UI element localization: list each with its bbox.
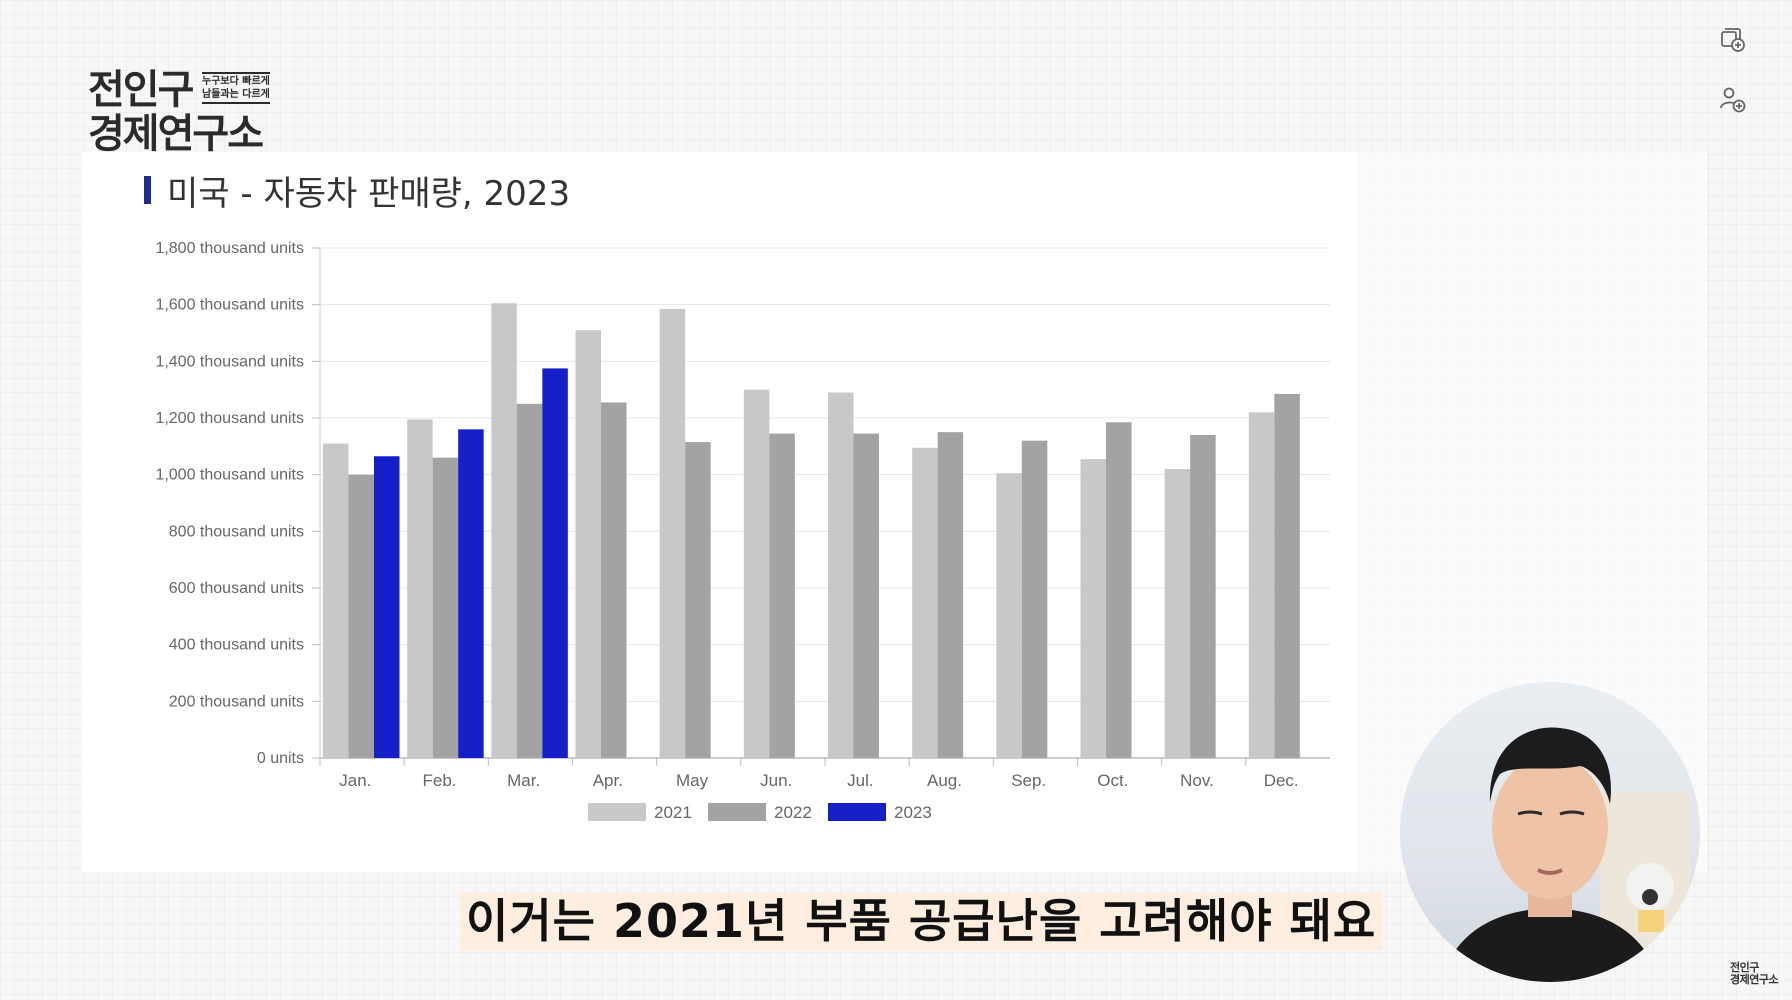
x-tick-label: Jul. — [847, 771, 873, 790]
slide-panel — [82, 152, 1357, 872]
logo-tag-line2: 남들과는 다르게 — [202, 89, 270, 100]
bar-2022-oct — [1106, 422, 1132, 758]
bar-2023-feb — [458, 429, 484, 758]
y-tick-label: 0 units — [257, 750, 304, 767]
bar-2022-mar — [516, 403, 543, 758]
legend-label-2023: 2023 — [894, 803, 932, 822]
bar-2021-oct — [1080, 459, 1106, 758]
logo-line1: 전인구 — [88, 67, 194, 113]
bar-2021-may — [659, 308, 686, 758]
bar-2021-apr — [575, 330, 601, 758]
bar-2022-may — [685, 442, 711, 758]
bar-2021-jun — [743, 389, 770, 758]
legend-swatch-2022 — [708, 803, 766, 821]
bar-2021-nov — [1164, 469, 1191, 758]
chart-svg: 0 units 200 thousand units 400 thousand un… — [155, 240, 1330, 822]
bar-2022-feb — [432, 457, 459, 758]
bars — [323, 303, 1300, 758]
title-accent-bar — [144, 176, 151, 204]
y-tick-label: 1,400 thousand units — [155, 353, 304, 370]
corner-logo-line1: 전인구 — [1730, 961, 1759, 974]
legend-swatch-2023 — [828, 803, 886, 821]
bar-2021-feb — [407, 419, 433, 758]
axes — [312, 247, 1247, 766]
legend-swatch-2021 — [588, 803, 646, 821]
grid-lines — [320, 247, 1330, 759]
add-to-playlist-icon[interactable] — [1717, 24, 1747, 54]
bar-2021-dec — [1248, 412, 1275, 758]
bar-2022-aug — [937, 432, 964, 758]
y-tick-label: 800 thousand units — [169, 523, 304, 540]
x-tick-label: Nov. — [1180, 771, 1214, 790]
legend-label-2021: 2021 — [654, 803, 692, 822]
bar-2022-dec — [1274, 393, 1300, 758]
x-tick-label: Jun. — [760, 771, 792, 790]
figurine-icon — [1626, 863, 1674, 911]
slide-title: 미국 - 자동차 판매량, 2023 — [144, 168, 571, 214]
add-person-icon[interactable] — [1717, 84, 1747, 114]
x-tick-label: Dec. — [1264, 771, 1299, 790]
bar-2021-jul — [828, 392, 854, 758]
y-tick-label: 200 thousand units — [169, 693, 304, 710]
y-tick-label: 1,000 thousand units — [155, 467, 304, 484]
legend-label-2022: 2022 — [774, 803, 812, 822]
y-tick-label: 600 thousand units — [169, 580, 304, 597]
bar-2022-nov — [1190, 435, 1216, 758]
video-subtitle: 이거는 2021년 부품 공급난을 고려해야 돼요 — [460, 892, 1383, 950]
x-tick-label: Jan. — [339, 771, 371, 790]
logo-tag-line1: 누구보다 빠르게 — [202, 76, 270, 87]
slide-title-text: 미국 - 자동차 판매량, 2023 — [167, 173, 571, 214]
presenter-shirt — [1440, 908, 1660, 982]
presenter-webcam — [1400, 682, 1700, 982]
corner-logo-line2: 경제연구소 — [1730, 973, 1779, 986]
legend: 2021 2022 2023 — [588, 803, 932, 822]
bar-chart: 0 units 200 thousand units 400 thousand un… — [130, 228, 1360, 878]
y-tick-label: 1,800 thousand units — [155, 240, 304, 257]
corner-watermark-logo: 전인구 경제연구소 — [1730, 961, 1779, 986]
x-tick-label: Aug. — [927, 771, 962, 790]
bar-2022-sep — [1021, 440, 1048, 758]
bar-2021-sep — [996, 473, 1022, 758]
x-tick-label: Oct. — [1097, 771, 1128, 790]
presenter-face — [1492, 755, 1608, 899]
bar-2022-jul — [853, 433, 879, 758]
bar-2022-apr — [601, 402, 627, 758]
logo-line2: 경제연구소 — [88, 111, 264, 157]
x-tick-label: Mar. — [507, 771, 540, 790]
presenter-hair — [1489, 727, 1611, 804]
bar-2021-mar — [491, 303, 517, 758]
y-tick-label: 1,200 thousand units — [155, 410, 304, 427]
x-tick-label: May — [676, 771, 709, 790]
y-tick-label: 400 thousand units — [169, 637, 304, 654]
y-tick-label: 1,600 thousand units — [155, 297, 304, 314]
x-tick-label: Sep. — [1011, 771, 1046, 790]
bar-2022-jan — [348, 474, 374, 758]
bar-2023-jan — [374, 456, 400, 758]
bar-2021-aug — [912, 447, 938, 758]
bar-2023-mar — [542, 368, 568, 758]
x-tick-label: Apr. — [593, 771, 623, 790]
x-tick-label: Feb. — [423, 771, 457, 790]
bar-2021-jan — [323, 443, 349, 758]
bar-2022-jun — [769, 433, 795, 758]
logo-tagline: 누구보다 빠르게 남들과는 다르게 — [202, 72, 270, 104]
tick-labels: 0 units 200 thousand units 400 thousand un… — [155, 240, 1298, 790]
channel-logo: 전인구 누구보다 빠르게 남들과는 다르게 경제연구소 — [88, 68, 288, 158]
